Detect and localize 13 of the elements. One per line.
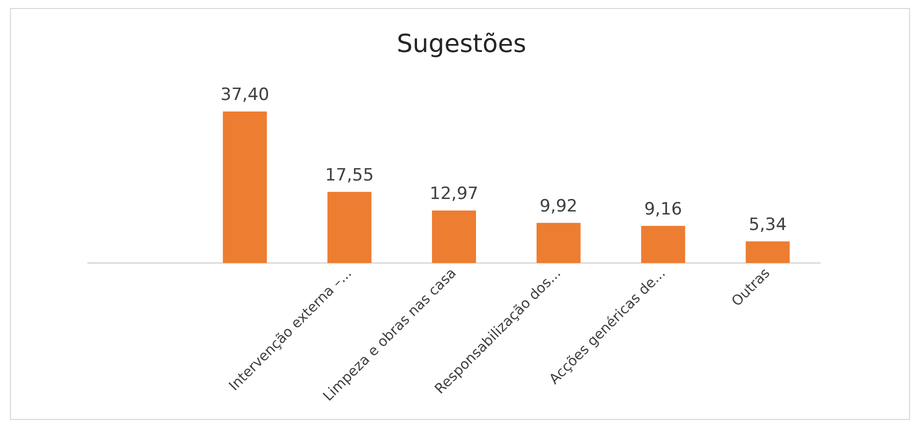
bar bbox=[746, 241, 790, 263]
data-label: 9,16 bbox=[644, 199, 682, 220]
data-label: 5,34 bbox=[748, 214, 787, 235]
bar bbox=[536, 222, 581, 263]
data-label: 17,55 bbox=[325, 165, 374, 186]
bar bbox=[222, 112, 267, 263]
bar bbox=[432, 210, 476, 263]
data-label: 9,92 bbox=[540, 196, 578, 216]
chart-title: Sugestões bbox=[396, 29, 526, 58]
bar bbox=[327, 192, 372, 263]
data-label: 12,97 bbox=[430, 184, 478, 204]
bar bbox=[641, 226, 686, 263]
data-label: 37,40 bbox=[220, 85, 270, 106]
